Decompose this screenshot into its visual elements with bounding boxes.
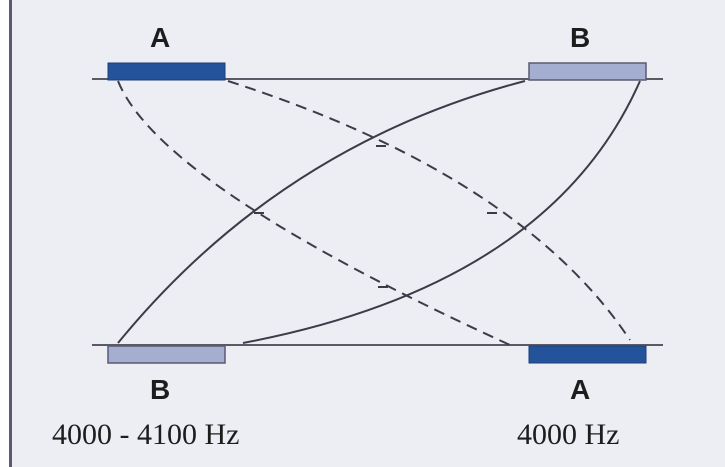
solid-curve-bottom-b-to-top-b-left bbox=[117, 80, 526, 344]
solid-curve-bottom-b-to-top-b-right bbox=[242, 80, 641, 344]
top-right-block-b bbox=[528, 62, 647, 81]
frequency-bottom-right: 4000 Hz bbox=[517, 418, 620, 451]
label-top-left: A bbox=[150, 22, 171, 53]
bottom-right-block-a bbox=[528, 345, 647, 364]
frequency-bottom-left: 4000 - 4100 Hz bbox=[52, 418, 240, 451]
dashed-curve-top-a-to-bottom-a-left bbox=[117, 80, 511, 346]
left-margin bbox=[0, 0, 9, 467]
left-rule bbox=[9, 0, 12, 467]
dashed-curve-top-a-to-bottom-a-right bbox=[227, 80, 631, 341]
label-top-right: B bbox=[570, 22, 591, 53]
bottom-left-block-b bbox=[107, 345, 226, 364]
label-bottom-right: A bbox=[570, 374, 591, 405]
label-bottom-left: B bbox=[150, 374, 171, 405]
top-left-block-a bbox=[107, 62, 226, 81]
